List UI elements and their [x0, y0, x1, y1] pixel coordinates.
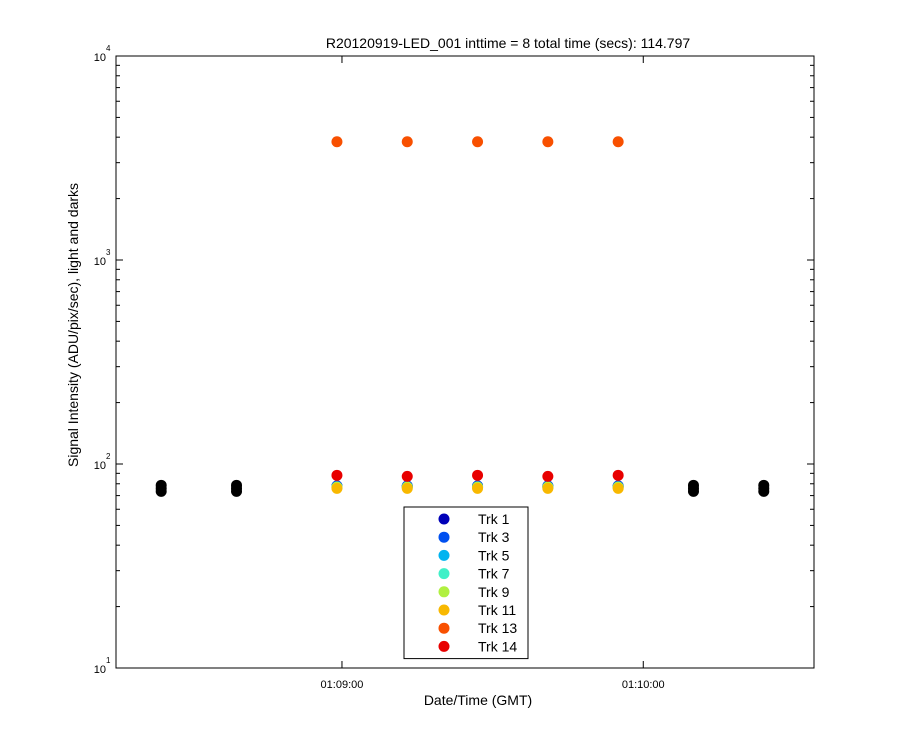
data-point — [472, 469, 484, 481]
plot-frame — [115, 55, 815, 669]
data-point — [542, 470, 554, 482]
legend-box — [403, 506, 529, 660]
x-tick-label: 01:09:00 — [321, 679, 364, 691]
series-trk-11 — [331, 482, 624, 494]
legend-marker — [438, 513, 450, 525]
data-point — [155, 485, 167, 497]
legend-label: Trk 14 — [478, 638, 517, 654]
data-point — [331, 482, 343, 494]
legend-label: Trk 3 — [478, 529, 510, 545]
y-tick-label: 10 — [94, 664, 106, 676]
legend-label: Trk 1 — [478, 511, 510, 527]
data-point — [401, 136, 413, 148]
data-point — [687, 485, 699, 497]
data-point — [231, 485, 243, 497]
data-point — [401, 482, 413, 494]
legend-marker — [438, 622, 450, 634]
legend-label: Trk 7 — [478, 566, 510, 582]
legend-marker — [438, 604, 450, 616]
data-point — [612, 469, 624, 481]
legend-label: Trk 5 — [478, 547, 510, 563]
legend-marker — [438, 586, 450, 598]
legend: Trk 1 Trk 3 Trk 5 Trk 7 Trk 9 Trk 11 Trk 13 Trk… — [403, 506, 529, 660]
legend-label: Trk 9 — [478, 584, 510, 600]
y-tick-exponent: 1 — [106, 656, 111, 665]
y-tick-label: 10 — [94, 460, 106, 472]
y-tick-label: 10 — [94, 52, 106, 64]
y-tick-exponent: 4 — [106, 44, 111, 53]
data-point — [542, 136, 554, 148]
legend-marker — [438, 531, 450, 543]
data-point — [472, 482, 484, 494]
y-axis-title: Signal Intensity (ADU/pix/sec), light an… — [65, 183, 81, 467]
data-point — [612, 136, 624, 148]
y-tick-label: 10 — [94, 256, 106, 268]
series-darks — [155, 479, 770, 497]
legend-marker — [438, 549, 450, 561]
data-point — [612, 482, 624, 494]
data-point — [542, 482, 554, 494]
legend-label: Trk 13 — [478, 620, 517, 636]
series-trk-13 — [331, 136, 624, 148]
data-point — [401, 470, 413, 482]
y-tick-exponent: 3 — [106, 248, 111, 257]
data-point — [331, 469, 343, 481]
y-tick-exponent: 2 — [106, 452, 111, 461]
x-axis-title: Date/Time (GMT) — [424, 692, 532, 708]
chart-title: R20120919-LED_001 inttime = 8 total time… — [326, 35, 691, 51]
data-point — [758, 485, 770, 497]
data-point — [331, 136, 343, 148]
data-points — [155, 136, 770, 497]
legend-label: Trk 11 — [478, 602, 516, 618]
legend-marker — [438, 568, 450, 580]
data-point — [472, 136, 484, 148]
legend-marker — [438, 640, 450, 652]
x-tick-label: 01:10:00 — [622, 679, 665, 691]
series-trk-14 — [331, 469, 624, 482]
